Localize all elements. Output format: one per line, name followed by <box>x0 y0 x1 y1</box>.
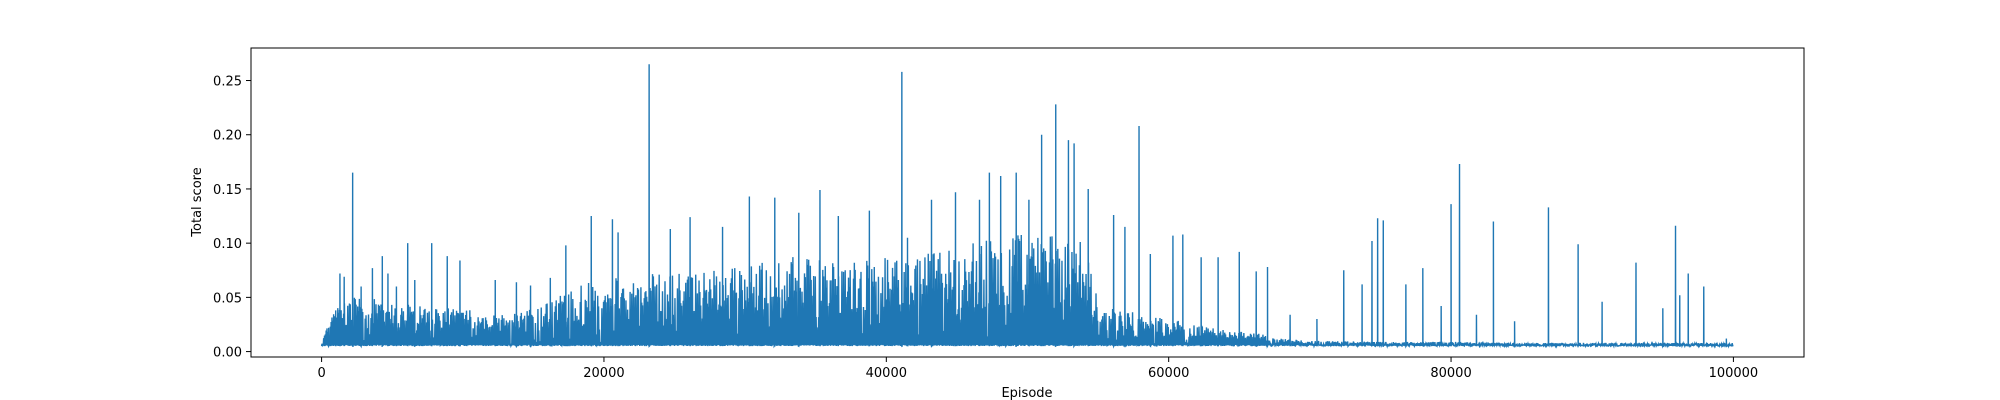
x-axis: 0 20000 40000 60000 80000 100000 <box>317 357 1758 381</box>
y-axis-label: Total score <box>190 167 205 237</box>
y-tick-label: 0.00 <box>213 346 242 361</box>
x-tick-label: 40000 <box>866 366 907 381</box>
y-tick-label: 0.25 <box>213 75 242 90</box>
x-axis-label: Episode <box>1001 386 1052 400</box>
x-tick-label: 20000 <box>583 366 624 381</box>
axes-frame <box>250 47 1805 358</box>
y-tick-label: 0.05 <box>213 291 242 306</box>
x-tick-label: 0 <box>317 366 325 381</box>
x-tick-label: 100000 <box>1709 366 1759 381</box>
series-line <box>320 64 1734 349</box>
y-tick-label: 0.10 <box>213 237 242 252</box>
x-tick-label: 60000 <box>1148 366 1189 381</box>
y-tick-label: 0.20 <box>213 129 242 144</box>
y-tick-label: 0.15 <box>213 183 242 198</box>
x-tick-label: 80000 <box>1430 366 1471 381</box>
series-line-total-score <box>320 64 1734 349</box>
y-axis: 0.00 0.05 0.10 0.15 0.20 0.25 <box>213 75 251 361</box>
